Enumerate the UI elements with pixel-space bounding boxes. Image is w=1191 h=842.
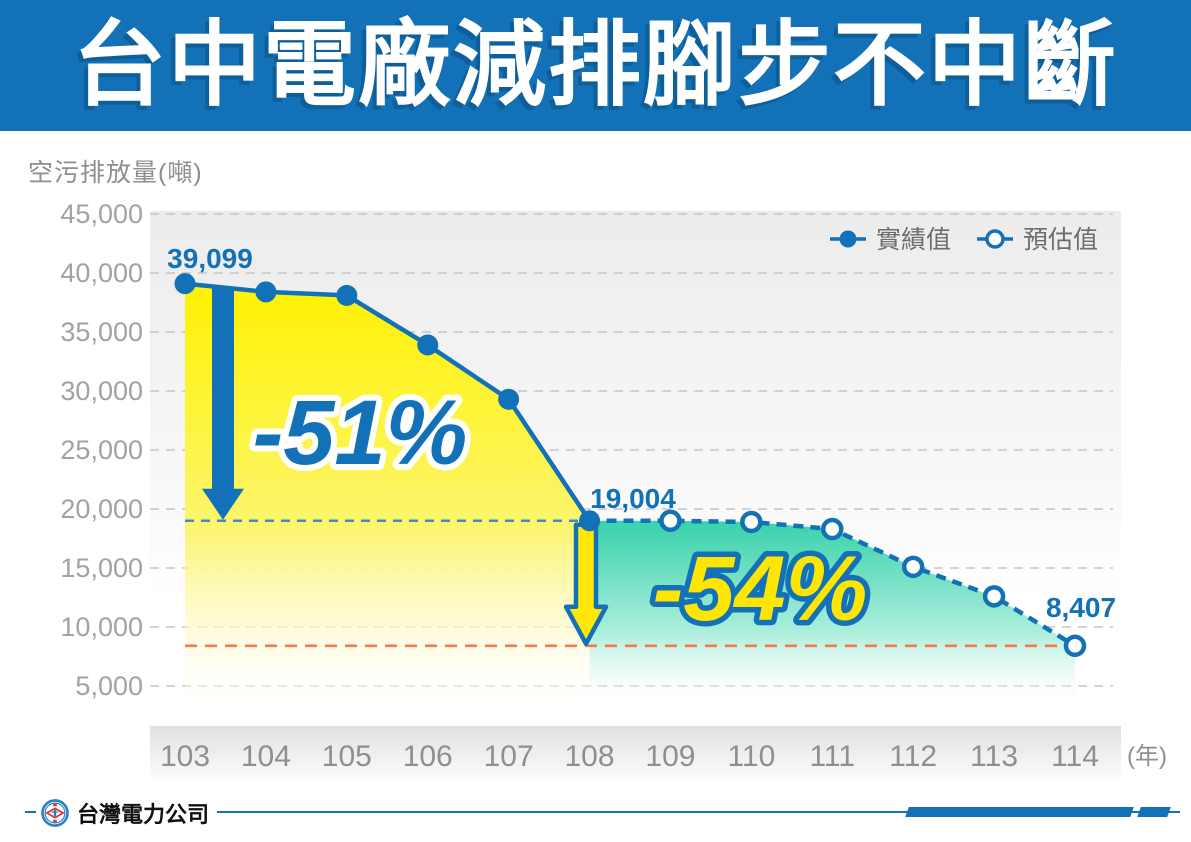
x-tick-label: 104 [241, 740, 291, 773]
actual-point [498, 388, 520, 410]
x-tick-label: 112 [889, 740, 937, 773]
x-tick-label: 105 [322, 740, 372, 773]
actual-point [417, 334, 439, 356]
estimated-point [740, 510, 763, 534]
y-tick-label: 30,000 [60, 376, 143, 406]
taipower-logo-icon [41, 799, 69, 827]
x-tick-label: 111 [809, 740, 855, 773]
footer-accent-bar [905, 807, 1134, 817]
actual-area-fill [185, 283, 590, 726]
x-tick-label: 108 [565, 740, 615, 773]
estimated-area-fill [589, 520, 1075, 726]
page-title: 台中電廠減排腳步不中斷 [73, 13, 1118, 117]
y-axis-title: 空污排放量(噸) [28, 159, 203, 187]
x-axis-band [150, 726, 1121, 780]
y-tick-label: 35,000 [60, 317, 143, 347]
decline-arrow-blue [202, 286, 244, 520]
legend-estimated-label: 預估值 [1023, 226, 1098, 254]
actual-point [579, 510, 601, 532]
company-brand: 台灣電力公司 [36, 790, 218, 836]
x-tick-label: 114 [1051, 740, 1099, 773]
point-value-label: 8,407 [1046, 592, 1116, 623]
y-tick-label: 15,000 [60, 553, 143, 583]
x-tick-label: 103 [160, 740, 210, 773]
actual-point [174, 273, 196, 295]
x-tick-label: 113 [970, 740, 1018, 773]
legend-estimated-marker [985, 229, 1005, 249]
estimated-point [1063, 634, 1087, 658]
header-band: 台中電廠減排腳步不中斷 [0, 0, 1191, 131]
x-axis-unit: (年) [1127, 743, 1167, 770]
y-tick-label: 25,000 [60, 435, 143, 465]
y-tick-label: 5,000 [75, 671, 143, 701]
actual-point [255, 281, 277, 303]
footer: 台灣電力公司 [0, 790, 1191, 842]
legend-actual-label: 實績值 [876, 226, 951, 254]
percent-annotation-51: -51% [253, 382, 468, 484]
point-value-label: 39,099 [167, 243, 253, 274]
x-tick-label: 109 [645, 740, 695, 773]
point-value-label: 19,004 [590, 483, 676, 514]
y-tick-label: 10,000 [60, 612, 143, 642]
y-tick-label: 45,000 [60, 199, 143, 229]
estimated-point [821, 517, 844, 541]
estimated-point [659, 509, 682, 533]
actual-point [336, 284, 358, 306]
footer-accent-bar-small [1137, 807, 1171, 817]
legend-actual-marker [839, 230, 857, 248]
legend: 實績值 預估值 [830, 226, 1098, 254]
x-tick-label: 107 [484, 740, 534, 773]
y-tick-label: 20,000 [60, 494, 143, 524]
estimated-point [901, 555, 925, 579]
percent-annotation-54: -54% [653, 538, 868, 640]
decline-arrow-yellow [563, 522, 609, 647]
actual-line [184, 281, 592, 522]
company-name: 台灣電力公司 [77, 802, 210, 827]
x-tick-label: 110 [727, 740, 775, 773]
estimated-point [982, 585, 1006, 608]
x-tick-label: 106 [403, 740, 453, 773]
y-tick-label: 40,000 [60, 258, 143, 288]
footer-rule-line [25, 811, 1180, 813]
